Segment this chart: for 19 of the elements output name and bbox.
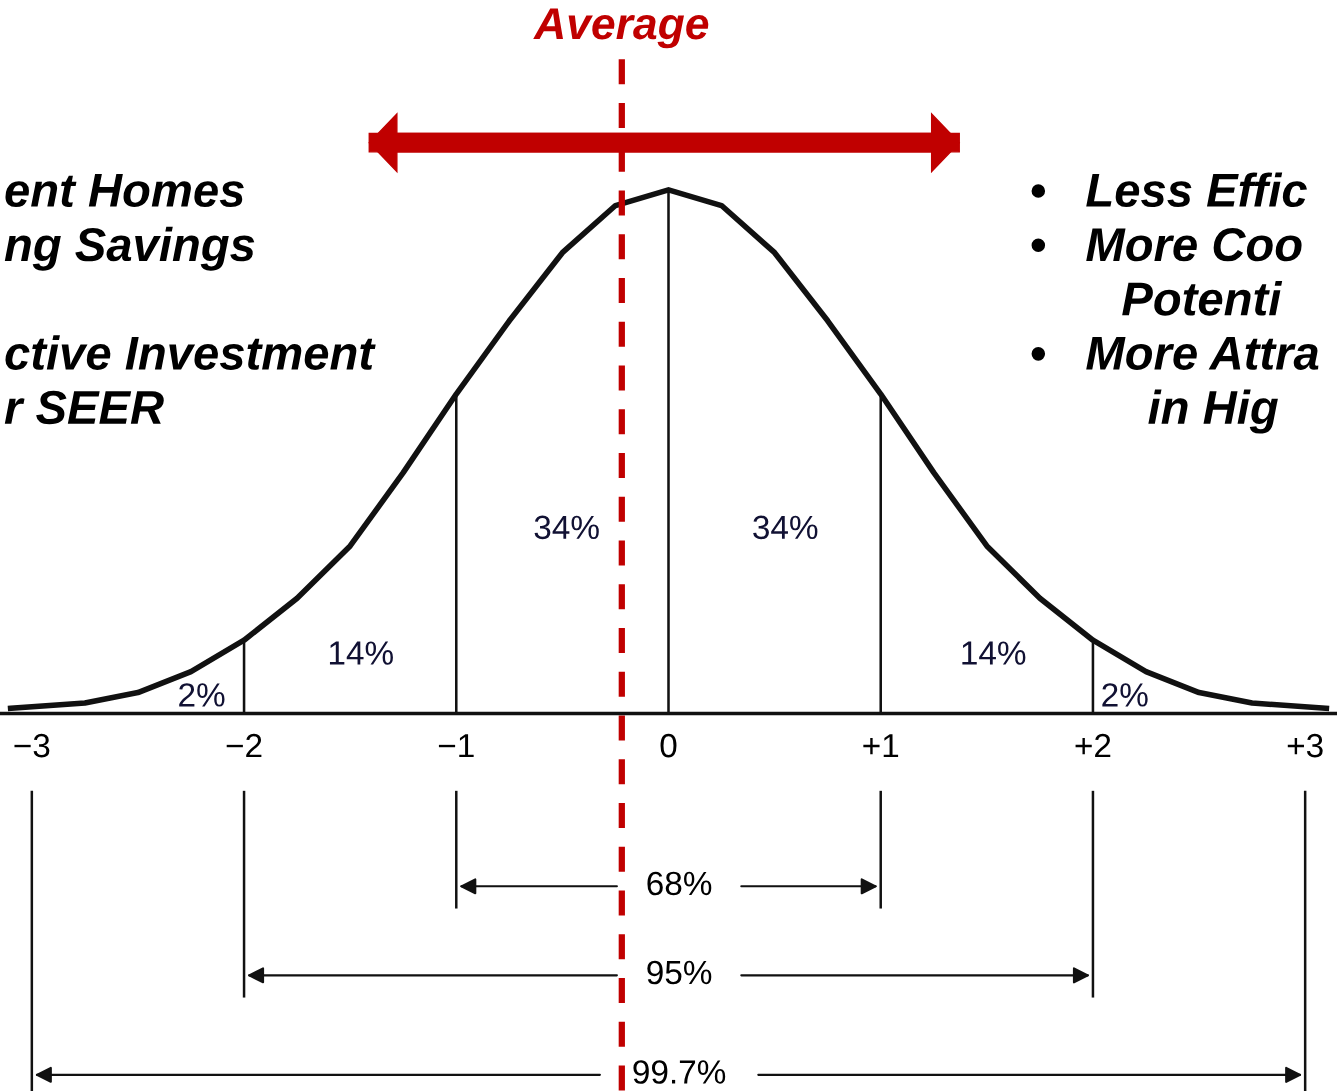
annotation: • Less Effic • More Coo Potenti • More Attra in Hig	[1031, 172, 1319, 434]
annotation: 2%	[179, 683, 225, 707]
x-tick-label: 0	[660, 733, 677, 758]
annotation: 34%	[534, 515, 599, 540]
x-tick-label: +1	[863, 734, 899, 758]
text: 95%	[647, 960, 712, 985]
x-tick-label: −1	[438, 734, 474, 758]
text: 68%	[647, 871, 712, 896]
annotation: 34%	[753, 515, 818, 540]
x-tick-label: −3	[14, 733, 50, 758]
annotation: 14%	[329, 641, 393, 665]
ref-line-label: Average	[533, 8, 709, 49]
annotation: 14%	[962, 641, 1026, 665]
annotation: 2%	[1102, 683, 1148, 707]
x-tick-label: −2	[226, 733, 262, 758]
text: ent Homes ng Savings ctive Investment r SEER	[4, 174, 376, 425]
x-tick-label: +2	[1075, 733, 1111, 758]
text: 99.7%	[633, 1060, 726, 1084]
x-tick-label: +3	[1287, 733, 1323, 758]
